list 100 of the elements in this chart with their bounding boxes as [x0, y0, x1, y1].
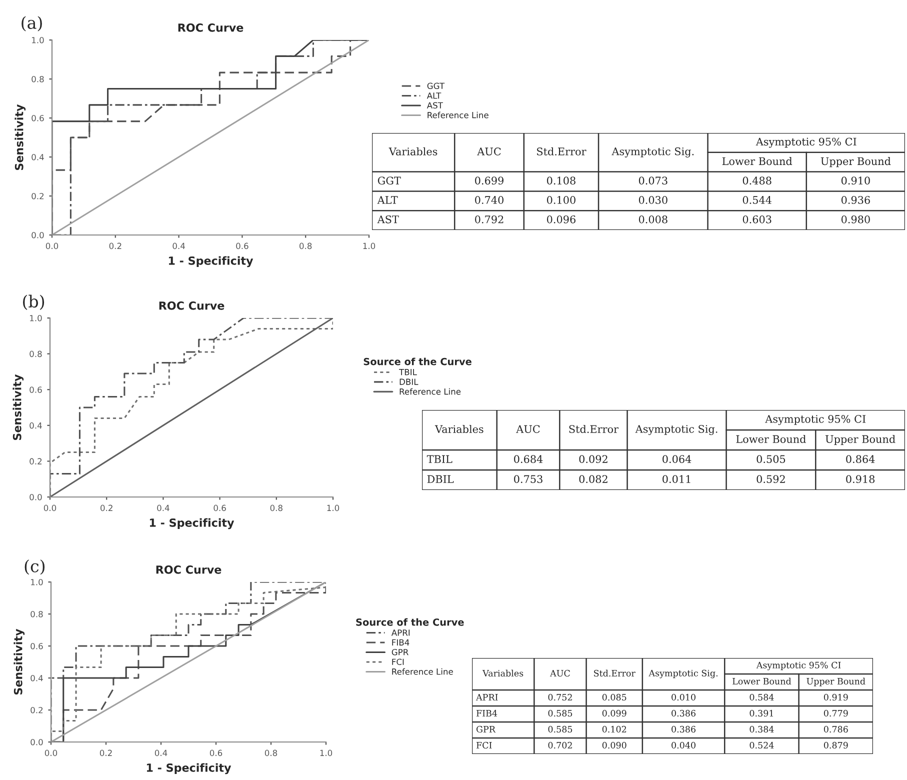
x-tick-label: 0.6	[210, 750, 222, 756]
category-label: ALT	[377, 196, 398, 204]
category-label: DBIL	[427, 475, 454, 483]
text: 0.524	[750, 742, 774, 749]
x-tick-label: 1.0	[327, 504, 340, 512]
text: 0.918	[846, 475, 875, 484]
x-tick-label: 1.0	[320, 750, 332, 756]
y-tick-label: 0.0	[30, 494, 42, 500]
text: 0.040	[672, 742, 696, 749]
text: 0.100	[546, 196, 576, 204]
text: 0.391	[750, 710, 774, 717]
text: Asymptotic 95% CI	[765, 414, 866, 426]
text: 0.384	[750, 726, 774, 733]
legend-label: AST	[426, 102, 443, 109]
y-tick-label: 0.2	[30, 458, 42, 464]
text: 0.699	[475, 176, 504, 185]
text: (a)	[22, 16, 42, 32]
text: 0.910	[841, 176, 870, 185]
text: 0.092	[579, 455, 608, 464]
text: 0.684	[514, 455, 543, 464]
text: 0.792	[475, 215, 504, 224]
y-tick-label: 0.2	[32, 192, 44, 200]
text: 0.585	[548, 726, 572, 733]
text: (b)	[23, 294, 44, 310]
y-axis-title: Sensitivity	[12, 374, 24, 440]
category-label: Std.Error	[569, 424, 619, 434]
text: 0.073	[638, 176, 668, 185]
text: 0.090	[602, 742, 626, 749]
category-label: Variables	[482, 670, 524, 677]
y-tick-label: 0.4	[30, 422, 42, 429]
text: 0.102	[602, 726, 626, 733]
text: 0.584	[750, 694, 774, 701]
chart-title: ROC Curve	[178, 23, 244, 32]
y-tick-label: 0.4	[32, 154, 44, 160]
x-tick-label: 0.0	[44, 504, 56, 512]
legend-label: Reference Line	[392, 668, 453, 675]
x-tick-label: 0.2	[100, 750, 112, 756]
category-label: Std.Error	[537, 147, 586, 156]
y-tick-label: 0.8	[30, 350, 42, 358]
text: 0.082	[579, 475, 608, 484]
legend-title: Source of the Curve	[356, 618, 464, 626]
category-label: AUC	[477, 148, 501, 156]
chart-title: ROC Curve	[156, 565, 222, 574]
x-tick-label: 0.4	[154, 750, 168, 756]
x-tick-label: 0.0	[44, 750, 58, 756]
category-label: GGT	[378, 176, 401, 185]
category-label: Asymptotic Sig.	[648, 670, 718, 678]
y-tick-label: 0.4	[30, 674, 43, 682]
text: 0.702	[548, 742, 572, 749]
y-axis-title: Sensitivity	[14, 628, 25, 694]
text: 0.011	[662, 475, 690, 484]
category-label: APRI	[476, 694, 498, 700]
category-label: FCI	[476, 742, 492, 749]
text: 0.786	[824, 726, 848, 733]
y-tick-label: 0.8	[32, 76, 44, 82]
text: 0.010	[672, 694, 696, 701]
text: 0.544	[742, 196, 772, 204]
text: 0.064	[662, 455, 692, 464]
y-tick-label: 0.6	[30, 642, 43, 650]
x-tick-label: 0.0	[46, 242, 58, 250]
text: 0.753	[514, 475, 542, 484]
category-label: Upper Bound	[826, 434, 896, 446]
text: 0.936	[841, 196, 870, 204]
x-tick-label: 0.4	[157, 504, 170, 512]
text: 0.879	[824, 742, 848, 749]
text: 0.030	[638, 196, 668, 204]
legend-title: Source of the Curve	[364, 358, 472, 366]
legend-label: Reference Line	[428, 112, 488, 118]
category-label: Asymptotic Sig.	[635, 424, 718, 436]
category-label: GPR	[476, 726, 496, 733]
text: 0.386	[672, 710, 696, 717]
text: 0.099	[602, 710, 626, 717]
legend-label: APRI	[391, 630, 410, 636]
legend-label: TBIL	[399, 369, 417, 376]
text: Asymptotic 95% CI	[756, 138, 856, 148]
x-tick-label: 0.8	[300, 242, 312, 250]
legend-label: GPR	[392, 648, 408, 656]
y-tick-label: 1.0	[30, 314, 42, 322]
text: 0.864	[846, 455, 875, 464]
legend-label: FCI	[392, 658, 404, 666]
text: 0.008	[638, 215, 668, 224]
category-label: TBIL	[426, 455, 452, 463]
text: 0.505	[756, 455, 786, 464]
text: Asymptotic 95% CI	[756, 662, 841, 670]
y-tick-label: 0.8	[30, 610, 43, 618]
text: 0.779	[824, 710, 848, 717]
legend-label: FIB4	[392, 639, 410, 646]
x-axis-title: 1 - Specificity	[150, 518, 234, 530]
x-tick-label: 0.6	[236, 242, 248, 250]
x-axis-title: 1 - Specificity	[168, 256, 254, 268]
x-tick-label: 1.0	[363, 242, 376, 250]
legend-label: DBIL	[400, 378, 418, 385]
y-tick-label: 0.6	[32, 114, 44, 122]
text: 0.752	[548, 694, 572, 701]
legend-label: Reference Line	[400, 388, 461, 395]
category-label: Upper Bound	[806, 678, 866, 686]
y-tick-label: 0.0	[32, 232, 44, 238]
text: 0.592	[756, 475, 785, 484]
y-tick-label: 1.0	[31, 578, 43, 586]
category-label: AUC	[516, 425, 540, 434]
